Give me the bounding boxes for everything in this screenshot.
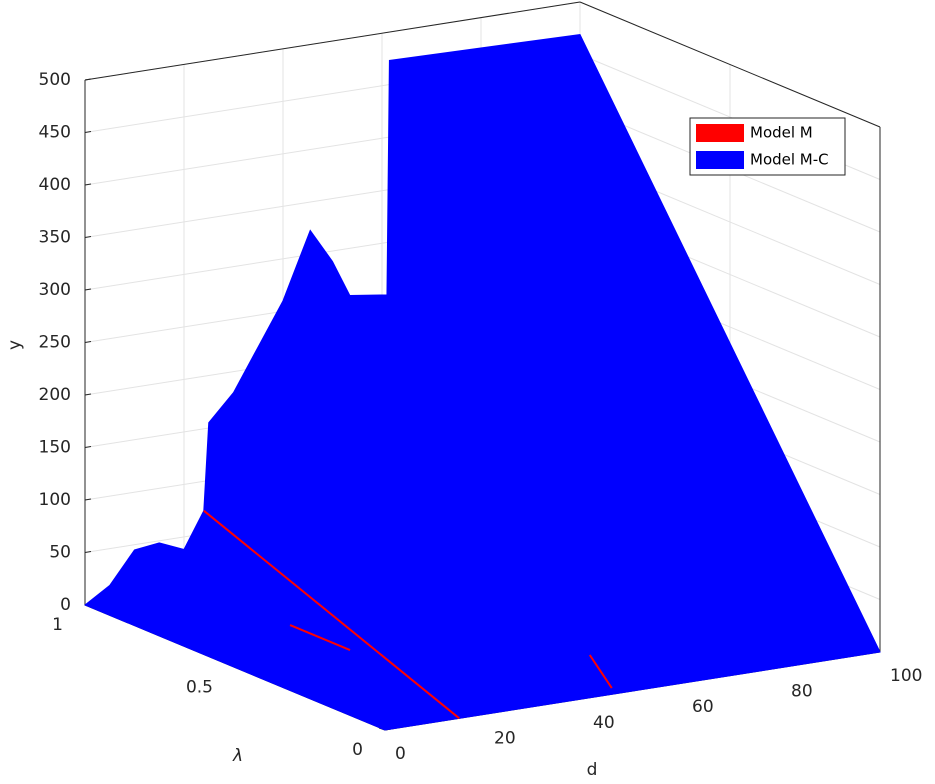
tick-mark [84, 498, 92, 501]
tick-mark [84, 288, 92, 291]
x-tick-label: 60 [692, 697, 714, 717]
legend-swatch [696, 124, 744, 142]
z-tick-label: 0 [352, 740, 363, 760]
y-tick-label: 300 [39, 280, 71, 300]
y-tick-label: 200 [39, 385, 71, 405]
y-tick-label: 450 [39, 123, 71, 143]
tick-mark [84, 131, 92, 133]
x-tick-label: 80 [791, 682, 813, 702]
y-tick-label: 0 [60, 595, 71, 615]
x-tick-label: 20 [494, 728, 516, 748]
axes-labels: y λ d 05010015020025030035040045050000.5… [5, 70, 922, 780]
legend-swatch [696, 151, 744, 169]
legend: Model M Model M-C [689, 117, 846, 176]
y-tick-label: 500 [39, 70, 71, 90]
y-tick-label: 400 [39, 175, 71, 195]
plot-area [84, 34, 881, 731]
z-axis-title: λ [232, 746, 243, 766]
y-tick-label: 350 [39, 228, 71, 248]
y-tick-label: 150 [39, 438, 71, 458]
tick-mark [84, 446, 92, 448]
tick-mark [84, 551, 92, 553]
y-tick-label: 50 [49, 543, 71, 563]
y-tick-label: 250 [39, 333, 71, 353]
z-tick-label: 1 [52, 615, 63, 635]
legend-label: Model M-C [750, 151, 829, 169]
tick-mark [84, 183, 92, 186]
y-tick-label: 100 [39, 490, 71, 510]
axis-line [84, 1, 581, 81]
x-tick-label: 0 [395, 744, 406, 764]
x-axis-title: d [587, 760, 598, 780]
surface-line [203, 509, 613, 720]
tick-mark [84, 341, 92, 343]
surface [84, 34, 881, 731]
y-axis-title: y [5, 340, 25, 350]
legend-label: Model M [750, 124, 813, 142]
x-tick-label: 100 [890, 666, 922, 686]
z-tick-label: 0.5 [186, 678, 213, 698]
tick-mark [84, 393, 92, 396]
tick-mark [84, 236, 92, 238]
x-tick-label: 40 [593, 713, 615, 733]
axis-line [579, 1, 881, 128]
tick-mark [84, 78, 92, 81]
